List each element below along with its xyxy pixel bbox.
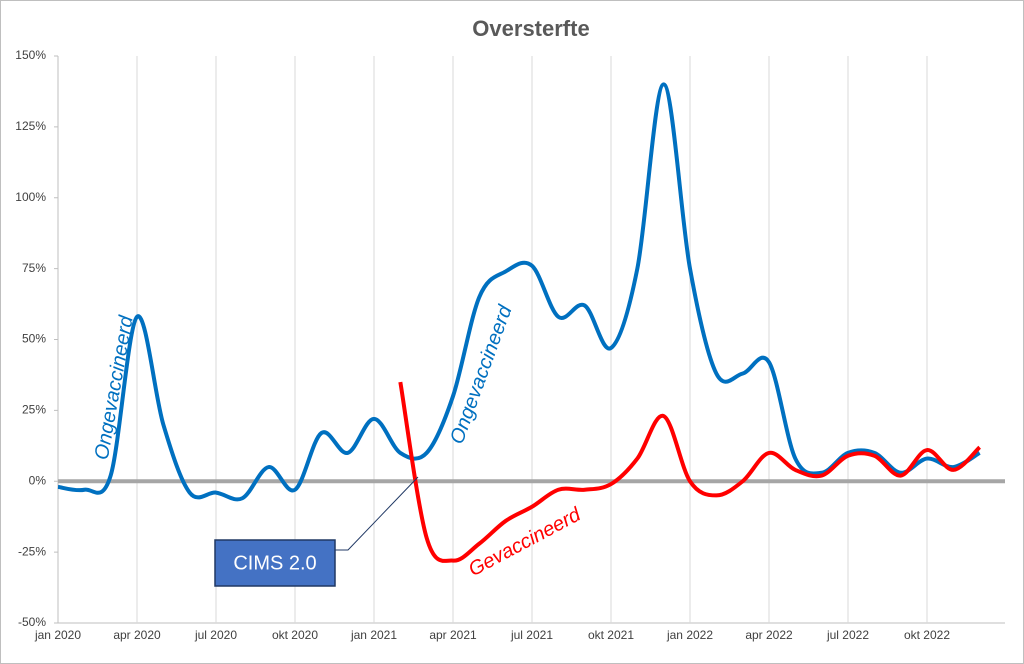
- y-tick-label: 50%: [22, 332, 46, 346]
- callout-text: CIMS 2.0: [233, 552, 316, 574]
- series-line: [57, 82, 981, 502]
- series-line: [398, 381, 982, 563]
- x-tick-label: jan 2021: [350, 628, 397, 642]
- chart-title: Oversterfte: [472, 16, 589, 41]
- y-tick-label: -50%: [18, 615, 46, 629]
- x-tick-label: jul 2022: [826, 628, 869, 642]
- x-tick-label: jan 2020: [34, 628, 81, 642]
- y-tick-label: 100%: [15, 190, 46, 204]
- y-tick-label: 0%: [29, 473, 47, 487]
- x-tick-label: okt 2021: [588, 628, 634, 642]
- x-tick-label: jul 2021: [510, 628, 553, 642]
- y-tick-label: -25%: [18, 544, 46, 558]
- y-tick-label: 125%: [15, 119, 46, 133]
- x-tick-label: apr 2020: [113, 628, 161, 642]
- x-tick-label: okt 2022: [904, 628, 950, 642]
- callout-line: [335, 476, 419, 551]
- x-tick-label: okt 2020: [272, 628, 318, 642]
- plot: [57, 82, 982, 563]
- x-tick-label: jan 2022: [666, 628, 713, 642]
- x-tick-label: apr 2021: [429, 628, 477, 642]
- x-tick-label: apr 2022: [745, 628, 793, 642]
- y-tick-label: 25%: [22, 403, 46, 417]
- y-tick-label: 75%: [22, 261, 46, 275]
- x-tick-label: jul 2020: [194, 628, 237, 642]
- callout-box: [214, 539, 336, 587]
- grid: -50% -25% 0% 25% 50% 75% 100% 125% 150% jan 2020 a…: [15, 48, 1005, 642]
- y-tick-label: 150%: [15, 48, 46, 62]
